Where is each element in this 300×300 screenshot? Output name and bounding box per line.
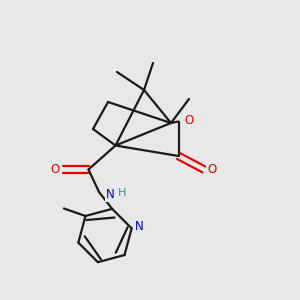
Text: O: O (207, 163, 216, 176)
Text: N: N (106, 188, 114, 202)
Text: H: H (118, 188, 126, 198)
Text: O: O (50, 163, 59, 176)
Text: O: O (184, 113, 194, 127)
Text: N: N (135, 220, 143, 233)
